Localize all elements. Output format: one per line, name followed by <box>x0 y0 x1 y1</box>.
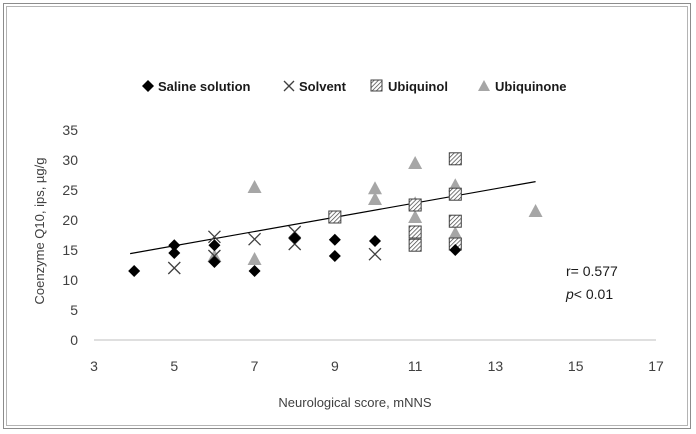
point-ubiquinone <box>247 180 262 193</box>
point-ubiquinol <box>328 210 342 224</box>
x-tick-label: 9 <box>331 358 339 374</box>
p-threshold: < 0.01 <box>574 286 614 302</box>
point-saline-solution <box>208 256 221 268</box>
chart-inner-border <box>6 6 688 426</box>
legend-hatched-square-marker <box>370 79 383 92</box>
point-ubiquinone <box>368 181 382 195</box>
r-value-text: r= 0.577 <box>566 263 618 279</box>
legend-label-saline: Saline solution <box>158 79 251 94</box>
point-saline-solution <box>288 232 301 244</box>
point-ubiquinol <box>448 187 462 201</box>
data-points <box>128 152 543 277</box>
point-ubiquinone <box>528 204 543 217</box>
point-saline-solution <box>168 247 181 259</box>
y-tick-label: 20 <box>62 212 78 228</box>
legend-diamond-marker <box>142 80 154 92</box>
point-saline-solution <box>369 235 381 247</box>
point-saline-solution <box>328 233 341 246</box>
point-solvent <box>207 230 221 244</box>
x-tick-label: 15 <box>568 358 584 374</box>
point-saline-solution <box>128 265 141 277</box>
y-axis-ticks: 0 5 10 15 20 25 30 35 <box>62 122 78 348</box>
chart-frame <box>3 3 691 429</box>
y-tick-label: 25 <box>62 182 78 198</box>
x-tick-label: 13 <box>488 358 504 374</box>
y-tick-label: 0 <box>70 332 78 348</box>
x-tick-label: 11 <box>408 358 423 374</box>
point-saline-solution <box>168 239 181 252</box>
legend-label-ubiquinol: Ubiquinol <box>388 79 448 94</box>
point-ubiquinone <box>247 252 262 265</box>
y-axis-title: Coenzyme Q10, ips, µg/g <box>32 158 47 305</box>
p-symbol: p <box>565 286 574 302</box>
x-axis-title: Neurological score, mNNS <box>278 395 431 410</box>
point-saline-solution <box>328 250 341 262</box>
y-tick-label: 35 <box>62 122 78 138</box>
point-ubiquinol <box>408 238 422 252</box>
point-ubiquinol <box>448 214 462 228</box>
point-solvent <box>248 232 262 246</box>
y-tick-label: 5 <box>70 302 78 318</box>
legend-label-solvent: Solvent <box>299 79 347 94</box>
point-ubiquinol <box>448 152 462 166</box>
x-axis-ticks: 3 5 7 9 11 13 15 17 <box>90 358 664 374</box>
legend-item-ubiquinol: Ubiquinol <box>370 79 448 94</box>
point-solvent <box>167 261 181 275</box>
y-tick-label: 10 <box>62 272 78 288</box>
point-ubiquinone <box>368 192 382 205</box>
correlation-annotation: r= 0.577 p< 0.01 <box>565 263 618 302</box>
point-ubiquinone <box>408 156 423 169</box>
point-saline-solution <box>208 239 221 252</box>
point-saline-solution <box>449 244 462 256</box>
p-value-text: p< 0.01 <box>565 286 613 302</box>
legend-label-ubiquinone: Ubiquinone <box>495 79 567 94</box>
point-ubiquinol <box>408 198 422 212</box>
y-tick-label: 30 <box>62 152 78 168</box>
point-solvent <box>368 247 382 261</box>
legend-triangle-marker <box>478 80 490 91</box>
legend-x-marker <box>283 80 295 92</box>
x-tick-label: 3 <box>90 358 98 374</box>
point-ubiquinone <box>408 210 423 223</box>
point-ubiquinone <box>448 226 463 240</box>
x-tick-label: 5 <box>170 358 178 374</box>
point-saline-solution <box>248 265 261 277</box>
legend-item-solvent: Solvent <box>283 79 347 94</box>
x-tick-label: 7 <box>251 358 259 374</box>
x-tick-label: 17 <box>648 358 664 374</box>
legend: Saline solution Solvent Ubiquinol Ubiqui… <box>142 79 567 94</box>
legend-item-ubiquinone: Ubiquinone <box>478 79 567 94</box>
legend-item-saline: Saline solution <box>142 79 251 94</box>
y-tick-label: 15 <box>62 242 78 258</box>
point-ubiquinol <box>408 225 422 239</box>
